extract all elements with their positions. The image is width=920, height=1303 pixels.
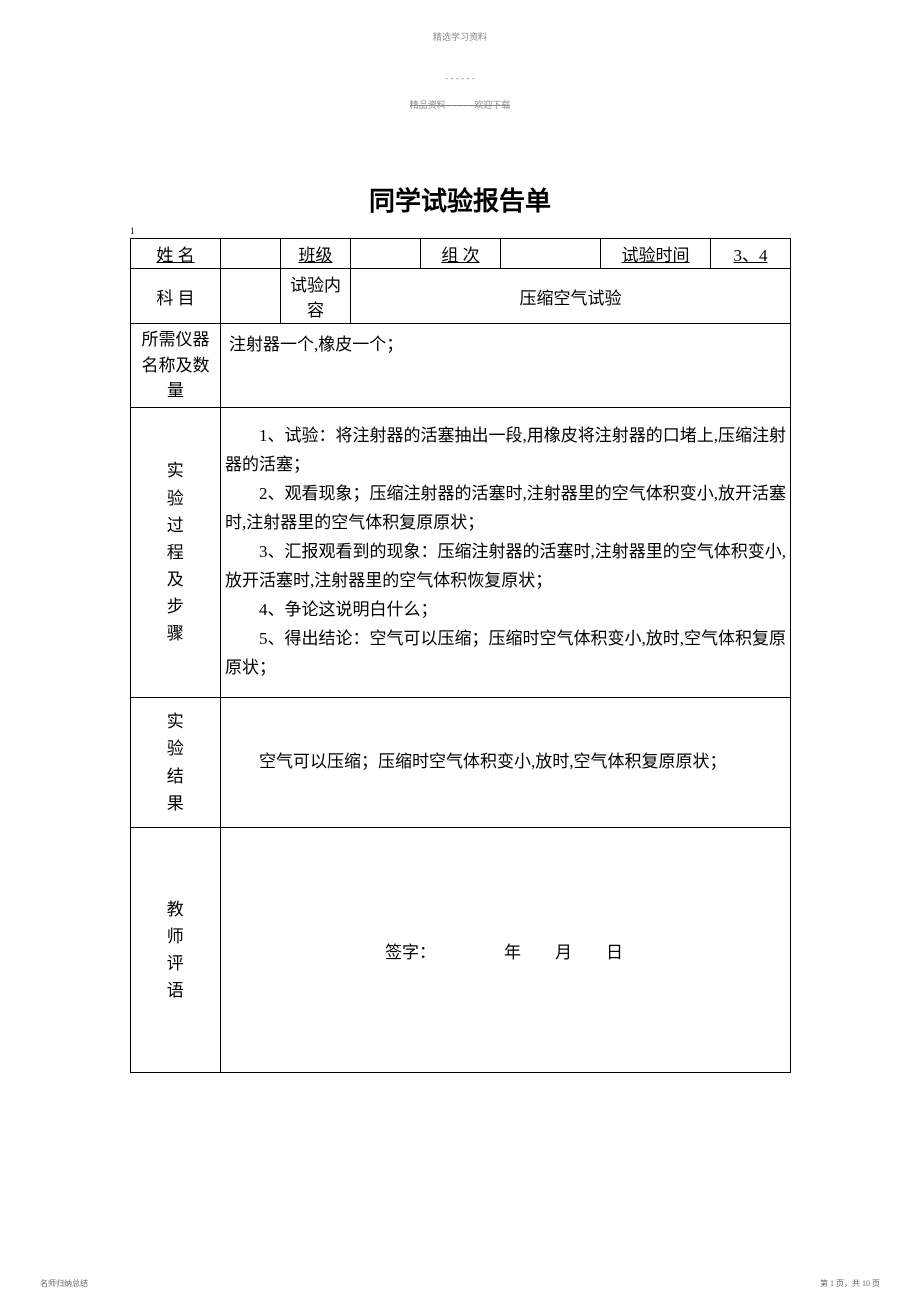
procedure-line-2: 2、观看现象；压缩注射器的活塞时,注射器里的空气体积变小,放开活塞时,注射器里的… bbox=[225, 480, 786, 538]
header-strike: 精品资料 - - - - - 欢迎下载 bbox=[0, 98, 920, 111]
result-text: 空气可以压缩；压缩时空气体积变小,放时,空气体积复原原状； bbox=[225, 748, 786, 777]
value-subject bbox=[221, 269, 281, 324]
label-subject: 科 目 bbox=[131, 269, 221, 324]
label-group: 组 次 bbox=[421, 239, 501, 269]
procedure-line-1: 1、试验：将注射器的活塞抽出一段,用橡皮将注射器的口堵上,压缩注射器的活塞； bbox=[225, 422, 786, 480]
footer-left: 名师归纳总结 bbox=[40, 1278, 88, 1289]
header-tiny-2: - - - - - - bbox=[0, 43, 920, 83]
table-row-result: 实 验 结 果 空气可以压缩；压缩时空气体积变小,放时,空气体积复原原状； bbox=[131, 698, 791, 828]
table-row-comment: 教 师 评 语 签字： 年 月 日 bbox=[131, 828, 791, 1073]
label-comment: 教 师 评 语 bbox=[131, 828, 221, 1073]
label-exp-content: 试验内容 bbox=[281, 269, 351, 324]
value-procedure: 1、试验：将注射器的活塞抽出一段,用橡皮将注射器的口堵上,压缩注射器的活塞； 2… bbox=[221, 408, 791, 698]
table-row-procedure: 实 验 过 程 及 步 骤 1、试验：将注射器的活塞抽出一段,用橡皮将注射器的口… bbox=[131, 408, 791, 698]
table-row-header1: 姓 名 班级 组 次 试验时间 3、4 bbox=[131, 239, 791, 269]
label-name: 姓 名 bbox=[131, 239, 221, 269]
table-row-header2: 科 目 试验内容 压缩空气试验 bbox=[131, 269, 791, 324]
value-time: 3、4 bbox=[711, 239, 791, 269]
report-table: 姓 名 班级 组 次 试验时间 3、4 科 目 试验内容 压缩空气试验 所需仪器… bbox=[130, 238, 791, 1073]
table-note: 1 bbox=[130, 226, 920, 236]
label-result: 实 验 结 果 bbox=[131, 698, 221, 828]
value-group bbox=[501, 239, 601, 269]
label-time: 试验时间 bbox=[601, 239, 711, 269]
value-comment: 签字： 年 月 日 bbox=[221, 828, 791, 1073]
procedure-line-5: 5、得出结论：空气可以压缩；压缩时空气体积变小,放时,空气体积复原原状； bbox=[225, 625, 786, 683]
label-instruments: 所需仪器名称及数量 bbox=[131, 324, 221, 408]
value-result: 空气可以压缩；压缩时空气体积变小,放时,空气体积复原原状； bbox=[221, 698, 791, 828]
value-class bbox=[351, 239, 421, 269]
value-exp-content: 压缩空气试验 bbox=[351, 269, 791, 324]
value-instruments: 注射器一个,橡皮一个； bbox=[221, 324, 791, 408]
header-tiny-1: 精选学习资料 bbox=[0, 0, 920, 43]
value-name bbox=[221, 239, 281, 269]
table-row-instruments: 所需仪器名称及数量 注射器一个,橡皮一个； bbox=[131, 324, 791, 408]
label-class: 班级 bbox=[281, 239, 351, 269]
footer-right: 第 1 页，共 10 页 bbox=[820, 1278, 880, 1289]
signature-line: 签字： 年 月 日 bbox=[225, 938, 786, 963]
procedure-line-4: 4、争论这说明白什么； bbox=[225, 596, 786, 625]
label-procedure: 实 验 过 程 及 步 骤 bbox=[131, 408, 221, 698]
page-title: 同学试验报告单 bbox=[0, 181, 920, 218]
procedure-line-3: 3、汇报观看到的现象：压缩注射器的活塞时,注射器里的空气体积变小,放开活塞时,注… bbox=[225, 538, 786, 596]
